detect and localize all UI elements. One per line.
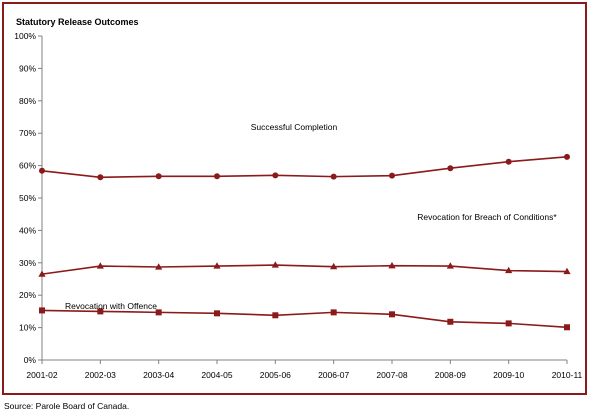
series-label: Revocation for Breach of Conditions* bbox=[417, 212, 557, 222]
data-point bbox=[564, 324, 570, 331]
data-point bbox=[389, 311, 395, 318]
y-tick-label: 0% bbox=[24, 355, 37, 365]
data-point bbox=[38, 270, 46, 277]
data-point bbox=[39, 167, 45, 174]
y-tick-label: 10% bbox=[19, 323, 36, 333]
x-tick-label: 2002-03 bbox=[85, 370, 116, 380]
series-label: Successful Completion bbox=[251, 122, 338, 132]
data-point bbox=[39, 307, 45, 314]
x-tick-label: 2010-11 bbox=[552, 370, 583, 380]
y-tick-label: 20% bbox=[19, 290, 36, 300]
data-point bbox=[271, 261, 279, 268]
data-point bbox=[505, 266, 513, 274]
chart-frame: Statutory Release Outcomes 0% 10% 20% 30% 40… bbox=[2, 2, 587, 395]
data-point bbox=[389, 172, 395, 179]
data-point bbox=[330, 173, 337, 180]
x-tick-label: 2007-08 bbox=[376, 370, 407, 380]
chart-title: Statutory Release Outcomes bbox=[16, 17, 139, 27]
data-point bbox=[447, 165, 454, 172]
data-point bbox=[388, 261, 396, 269]
y-tick-label: 60% bbox=[19, 161, 36, 171]
data-point bbox=[213, 262, 221, 269]
y-tick-label: 40% bbox=[19, 225, 36, 235]
y-tick-label: 80% bbox=[19, 96, 36, 106]
data-point bbox=[272, 172, 279, 179]
data-point bbox=[272, 312, 279, 319]
data-point bbox=[214, 173, 220, 180]
series-line bbox=[41, 264, 568, 275]
y-tick-label: 100% bbox=[14, 31, 36, 41]
y-tick-label: 30% bbox=[19, 258, 36, 268]
x-tick-label: 2001-02 bbox=[26, 370, 57, 380]
x-tick-label: 2005-06 bbox=[260, 370, 291, 380]
y-tick-label: 50% bbox=[19, 193, 36, 203]
data-point bbox=[155, 309, 162, 316]
data-point bbox=[97, 174, 104, 181]
x-tick-label: 2008-09 bbox=[435, 370, 466, 380]
data-point bbox=[96, 262, 104, 269]
data-point bbox=[446, 262, 454, 269]
data-point bbox=[97, 308, 104, 315]
data-point bbox=[330, 309, 337, 316]
data-point bbox=[564, 153, 570, 160]
x-tick-label: 2003-04 bbox=[143, 370, 174, 380]
data-point bbox=[155, 263, 163, 270]
data-point bbox=[563, 267, 571, 275]
series-line bbox=[41, 156, 568, 179]
source-note: Source: Parole Board of Canada. bbox=[4, 401, 130, 411]
series-line bbox=[41, 309, 568, 329]
x-tick-label: 2004-05 bbox=[201, 370, 232, 380]
y-tick-label: 70% bbox=[19, 128, 36, 138]
data-point bbox=[447, 318, 454, 325]
line-chart: 0% 10% 20% 30% 40% 50% 60% 70% 80% 90% 100% 2001-02… bbox=[14, 31, 583, 380]
data-point bbox=[505, 320, 512, 327]
data-point bbox=[155, 173, 162, 180]
y-tick-label: 90% bbox=[19, 63, 36, 73]
x-tick-label: 2006-07 bbox=[318, 370, 349, 380]
series-label: Revocation with Offence bbox=[65, 301, 157, 311]
x-tick-label: 2009-10 bbox=[493, 370, 524, 380]
data-point bbox=[505, 158, 512, 165]
data-point bbox=[214, 310, 220, 317]
data-point bbox=[330, 262, 338, 270]
